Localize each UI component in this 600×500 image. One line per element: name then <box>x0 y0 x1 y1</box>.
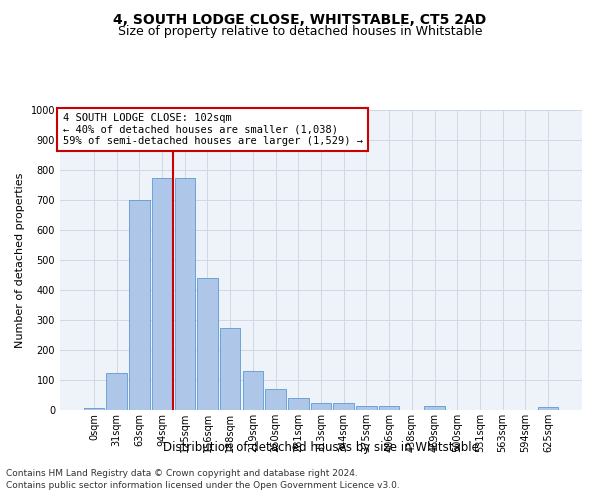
Text: Size of property relative to detached houses in Whitstable: Size of property relative to detached ho… <box>118 25 482 38</box>
Text: 4, SOUTH LODGE CLOSE, WHITSTABLE, CT5 2AD: 4, SOUTH LODGE CLOSE, WHITSTABLE, CT5 2A… <box>113 12 487 26</box>
Bar <box>175 178 195 410</box>
Bar <box>106 372 127 410</box>
Bar <box>242 371 263 410</box>
Bar <box>152 178 172 410</box>
Text: 4 SOUTH LODGE CLOSE: 102sqm
← 40% of detached houses are smaller (1,038)
59% of : 4 SOUTH LODGE CLOSE: 102sqm ← 40% of det… <box>62 113 362 146</box>
Text: Contains public sector information licensed under the Open Government Licence v3: Contains public sector information licen… <box>6 481 400 490</box>
Bar <box>334 402 354 410</box>
Bar <box>220 328 241 410</box>
Bar <box>265 389 286 410</box>
Text: Contains HM Land Registry data © Crown copyright and database right 2024.: Contains HM Land Registry data © Crown c… <box>6 468 358 477</box>
Bar <box>197 278 218 410</box>
Y-axis label: Number of detached properties: Number of detached properties <box>15 172 25 348</box>
Bar <box>84 408 104 410</box>
Text: Distribution of detached houses by size in Whitstable: Distribution of detached houses by size … <box>163 441 479 454</box>
Bar <box>288 398 308 410</box>
Bar <box>311 402 331 410</box>
Bar <box>538 407 558 410</box>
Bar <box>379 406 400 410</box>
Bar <box>129 200 149 410</box>
Bar <box>356 406 377 410</box>
Bar <box>424 406 445 410</box>
